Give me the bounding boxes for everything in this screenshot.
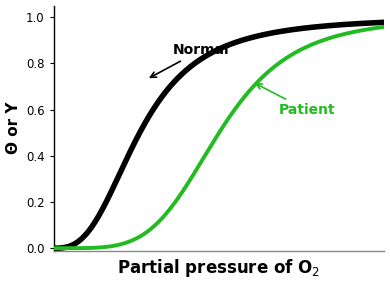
- Text: Patient: Patient: [256, 84, 335, 117]
- Y-axis label: Θ or Y: Θ or Y: [5, 102, 21, 154]
- Text: Normal: Normal: [151, 43, 229, 77]
- X-axis label: Partial pressure of O$_2$: Partial pressure of O$_2$: [117, 257, 321, 280]
